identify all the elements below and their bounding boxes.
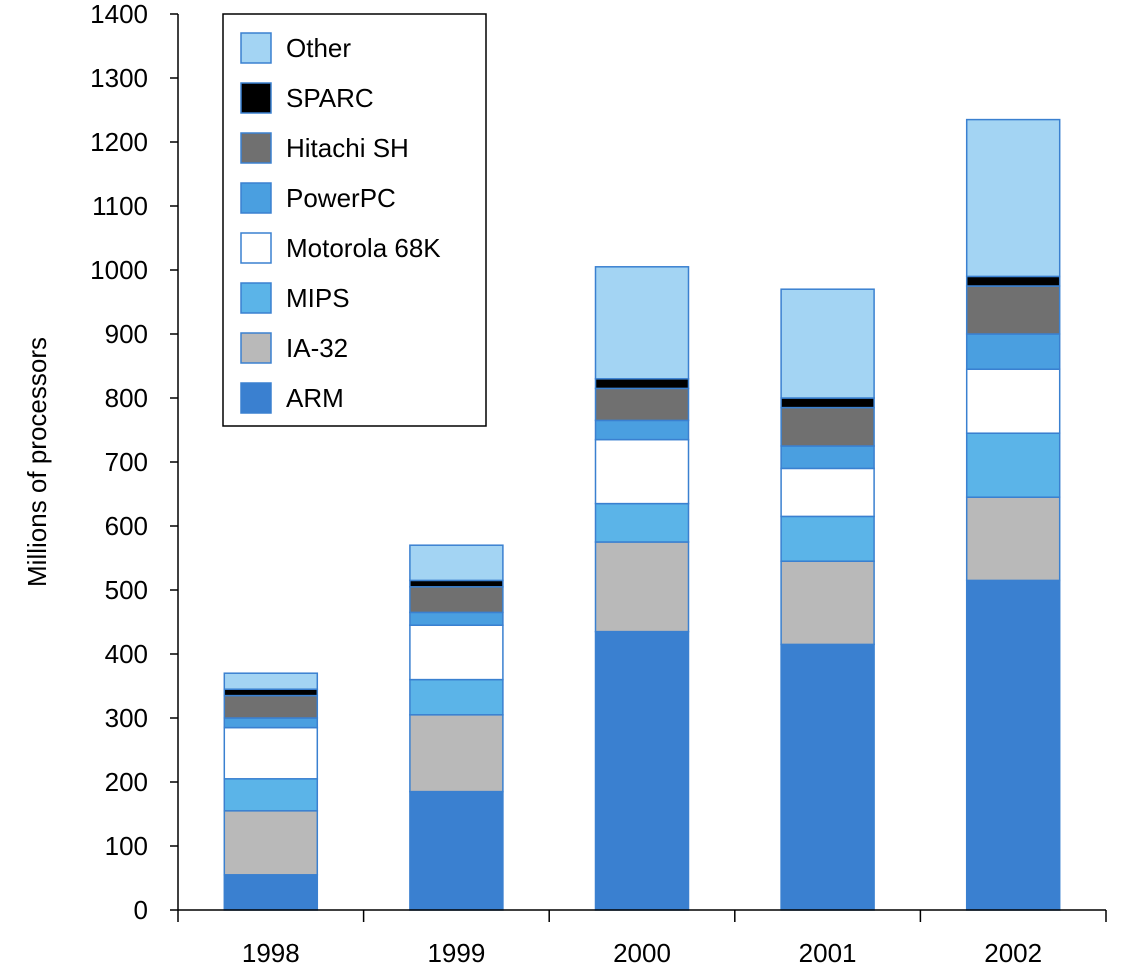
bar-segment-other-1998	[223, 672, 319, 690]
bar-segment-ia-32-1999	[409, 714, 504, 793]
bar-segment-powerpc-2001	[780, 445, 875, 470]
y-tick-label-1200: 1200	[90, 127, 148, 157]
bar-segment-other-2001	[780, 288, 875, 399]
bar-segment-motorola-68k-2002	[965, 368, 1061, 434]
bar-segment-arm-1998	[223, 874, 319, 911]
legend-swatch-motorola-68k	[240, 232, 272, 264]
legend-label-hitachi-sh: Hitachi SH	[286, 133, 409, 163]
bar-segment-sparc-2001	[780, 397, 875, 409]
x-tick-label-2002: 2002	[984, 938, 1042, 968]
bar-segment-powerpc-2002	[965, 333, 1061, 370]
x-tick-label-1998: 1998	[242, 938, 300, 968]
legend-label-powerpc: PowerPC	[286, 183, 396, 213]
bar-segment-mips-2001	[780, 515, 875, 562]
bar-segment-hitachi-sh-2002	[965, 285, 1061, 335]
y-tick-label-700: 700	[105, 447, 148, 477]
bar-segment-ia-32-2000	[594, 541, 690, 633]
bar-segment-hitachi-sh-1998	[223, 694, 319, 719]
bar-segment-ia-32-2002	[965, 496, 1061, 582]
y-tick-label-200: 200	[105, 767, 148, 797]
x-tick-label-2001: 2001	[799, 938, 857, 968]
y-tick-label-300: 300	[105, 703, 148, 733]
bar-segment-arm-2002	[965, 579, 1061, 911]
bar-segment-sparc-1999	[409, 579, 504, 588]
bar-segment-hitachi-sh-2000	[594, 387, 690, 422]
bar-segment-sparc-2000	[594, 378, 690, 390]
bar-segment-powerpc-1998	[223, 717, 319, 729]
bar-segment-powerpc-2000	[594, 419, 690, 441]
y-tick-label-1400: 1400	[90, 0, 148, 29]
legend-swatch-ia-32	[240, 332, 272, 364]
y-tick-label-400: 400	[105, 639, 148, 669]
bar-segment-other-1999	[409, 544, 504, 582]
bar-segment-other-2000	[594, 266, 690, 380]
y-tick-label-100: 100	[105, 831, 148, 861]
y-tick-label-500: 500	[105, 575, 148, 605]
y-tick-label-0: 0	[134, 895, 148, 925]
legend-label-motorola-68k: Motorola 68K	[286, 233, 441, 263]
legend-swatch-other	[240, 32, 272, 64]
bar-segment-mips-1999	[409, 678, 504, 716]
x-tick-label-2000: 2000	[613, 938, 671, 968]
bar-segment-mips-2002	[965, 432, 1061, 498]
y-tick-label-600: 600	[105, 511, 148, 541]
y-tick-label-800: 800	[105, 383, 148, 413]
legend-label-mips: MIPS	[286, 283, 350, 313]
bar-segment-ia-32-1998	[223, 810, 319, 876]
bar-segment-arm-1999	[409, 790, 504, 911]
bar-segment-motorola-68k-1999	[409, 624, 504, 681]
legend: Other SPARC Hitachi SH PowerPC Motorola 68K M…	[222, 13, 487, 427]
bar-segment-arm-2001	[780, 643, 875, 911]
y-tick-label-900: 900	[105, 319, 148, 349]
y-tick-label-1300: 1300	[90, 63, 148, 93]
plot-area: 0 100 200 300 400 500 600 700 800 900 1000 1100 1200…	[90, 0, 1107, 968]
bar-segment-hitachi-sh-2001	[780, 406, 875, 447]
bar-segment-motorola-68k-1998	[223, 726, 319, 780]
bar-segment-mips-2000	[594, 502, 690, 543]
legend-label-ia-32: IA-32	[286, 333, 348, 363]
legend-swatch-mips	[240, 282, 272, 314]
bar-segment-powerpc-1999	[409, 611, 504, 626]
legend-swatch-arm	[240, 382, 272, 414]
legend-label-other: Other	[286, 33, 351, 63]
bar-segment-sparc-1998	[223, 688, 319, 697]
legend-swatch-powerpc	[240, 182, 272, 214]
bar-segment-hitachi-sh-1999	[409, 586, 504, 614]
bar-segment-ia-32-2001	[780, 560, 875, 646]
x-tick-label-1999: 1999	[427, 938, 485, 968]
bar-segment-other-2002	[965, 118, 1061, 278]
y-tick-label-1000: 1000	[90, 255, 148, 285]
legend-box	[222, 13, 487, 427]
legend-label-sparc: SPARC	[286, 83, 374, 113]
bar-segment-sparc-2002	[965, 275, 1061, 287]
bar-segment-motorola-68k-2000	[594, 438, 690, 505]
legend-swatch-sparc	[240, 82, 272, 114]
legend-label-arm: ARM	[286, 383, 344, 413]
legend-swatch-hitachi-sh	[240, 132, 272, 164]
bar-segment-motorola-68k-2001	[780, 467, 875, 518]
y-tick-label-1100: 1100	[92, 191, 148, 221]
y-axis-title: Millions of processors	[22, 337, 52, 587]
bar-segment-mips-1998	[223, 778, 319, 812]
bar-segment-arm-2000	[594, 630, 690, 911]
